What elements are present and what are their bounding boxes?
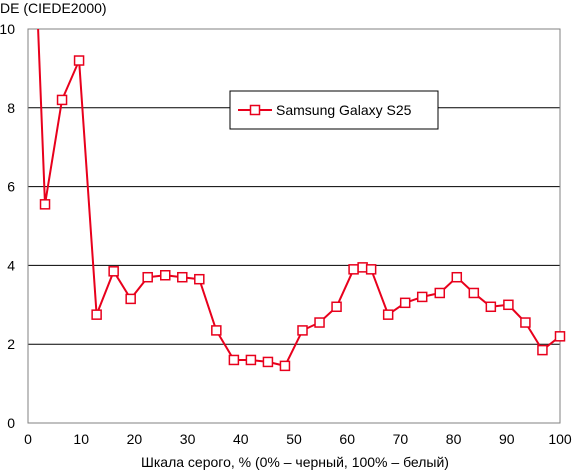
x-tick-label: 10 [73, 431, 89, 447]
data-point-marker [39, 199, 51, 210]
data-point-marker [357, 262, 368, 273]
data-point-marker [434, 287, 446, 299]
data-point-marker [125, 293, 136, 305]
data-point-marker [194, 273, 205, 285]
legend-label: Samsung Galaxy S25 [276, 102, 412, 118]
y-axis-tick-labels: 0 2 4 6 8 10 [0, 21, 15, 431]
data-point-marker [56, 94, 68, 106]
data-point-marker [451, 271, 463, 283]
data-point-marker [348, 264, 359, 275]
data-point-marker [382, 309, 394, 320]
y-axis-title: DE (CIEDE2000) [0, 0, 107, 16]
data-point-marker [160, 270, 171, 281]
x-tick-label: 50 [286, 431, 302, 447]
y-tick-label: 2 [7, 336, 15, 352]
y-tick-label: 10 [0, 21, 15, 37]
y-tick-label: 4 [7, 257, 15, 273]
data-point-marker [142, 271, 153, 283]
data-point-marker [177, 271, 188, 283]
gridlines [28, 107, 560, 345]
data-point-marker [297, 325, 308, 336]
x-tick-label: 70 [393, 431, 409, 447]
data-point-marker [416, 291, 428, 303]
data-point-marker [108, 266, 119, 277]
data-point-marker [554, 331, 566, 342]
x-axis-title: Шкала серого, % (0% – черный, 100% – бел… [141, 454, 449, 470]
data-point-marker [73, 55, 85, 66]
data-point-marker [503, 299, 514, 311]
data-point-marker [91, 309, 102, 320]
data-point-marker [331, 301, 342, 313]
data-point-marker [520, 317, 531, 328]
x-tick-label: 80 [446, 431, 462, 447]
y-tick-label: 6 [7, 179, 15, 195]
x-tick-label: 40 [233, 431, 249, 447]
y-tick-label: 8 [7, 100, 15, 116]
x-tick-label: 0 [24, 431, 32, 447]
series-group [37, 28, 566, 372]
data-point-marker [537, 344, 548, 356]
data-point-marker [211, 325, 222, 336]
x-tick-label: 100 [548, 431, 572, 447]
data-point-marker [245, 354, 257, 366]
series-line [37, 28, 561, 367]
data-point-marker [399, 297, 411, 309]
y-tick-label: 0 [7, 415, 15, 431]
data-point-marker [314, 317, 325, 328]
data-point-marker [228, 354, 240, 366]
x-tick-label: 30 [180, 431, 196, 447]
legend-swatch-marker [249, 104, 261, 116]
data-point-marker [468, 287, 480, 299]
x-tick-label: 90 [499, 431, 515, 447]
data-point-marker [365, 264, 377, 275]
x-axis-tick-labels: 0 10 20 30 40 50 60 70 80 90 100 [24, 431, 572, 447]
data-point-marker [485, 301, 497, 313]
legend: Samsung Galaxy S25 [229, 90, 439, 130]
x-tick-label: 60 [339, 431, 355, 447]
data-point-marker [262, 356, 274, 368]
plot-area-frame [27, 28, 561, 424]
x-tick-label: 20 [127, 431, 143, 447]
data-point-marker [279, 360, 291, 372]
